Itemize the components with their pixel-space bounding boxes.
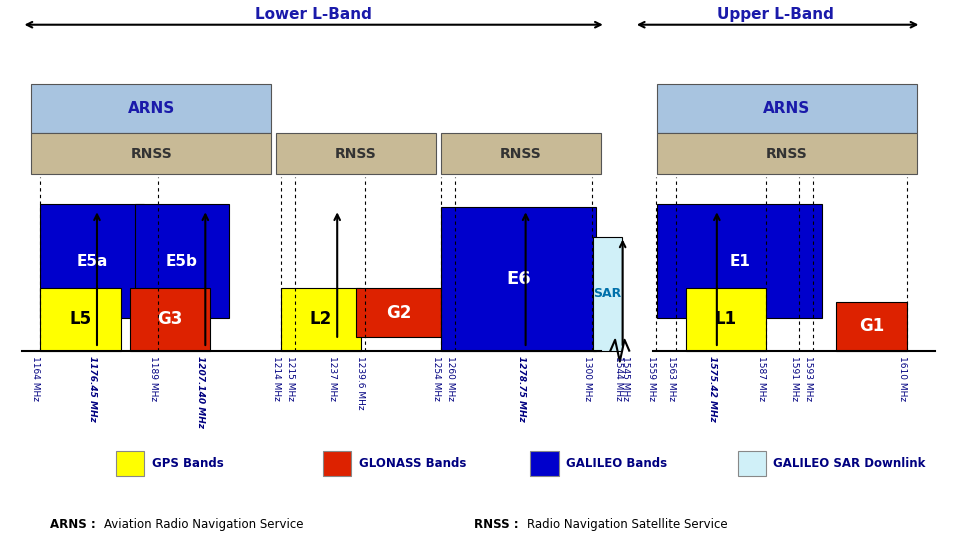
- Text: GALILEO Bands: GALILEO Bands: [566, 457, 667, 470]
- Text: 1260 MHz: 1260 MHz: [446, 356, 455, 401]
- Text: SAR: SAR: [594, 287, 622, 300]
- Text: 1176.45 MHz: 1176.45 MHz: [88, 356, 97, 422]
- FancyBboxPatch shape: [356, 288, 441, 337]
- Text: 1164 MHz: 1164 MHz: [32, 356, 40, 401]
- Text: Upper L-Band: Upper L-Band: [717, 7, 834, 22]
- Text: G3: G3: [157, 310, 182, 328]
- Text: G1: G1: [859, 317, 884, 335]
- Text: Aviation Radio Navigation Service: Aviation Radio Navigation Service: [103, 518, 303, 531]
- FancyBboxPatch shape: [323, 451, 351, 475]
- Text: E1: E1: [730, 254, 750, 268]
- Text: 1237 MHz: 1237 MHz: [328, 356, 337, 401]
- FancyBboxPatch shape: [837, 302, 907, 351]
- FancyBboxPatch shape: [657, 133, 917, 174]
- FancyBboxPatch shape: [657, 204, 822, 318]
- Text: ARNS: ARNS: [127, 102, 174, 116]
- Text: L2: L2: [309, 310, 332, 328]
- Text: 1239.6 MHz: 1239.6 MHz: [357, 356, 365, 410]
- Text: G2: G2: [386, 304, 411, 322]
- Text: ARNS: ARNS: [763, 102, 811, 116]
- Text: RNSS: RNSS: [335, 147, 377, 161]
- FancyBboxPatch shape: [40, 204, 144, 318]
- FancyBboxPatch shape: [737, 451, 765, 475]
- FancyBboxPatch shape: [31, 85, 271, 133]
- Text: 1215 MHz: 1215 MHz: [285, 356, 295, 401]
- Text: RNSS: RNSS: [766, 147, 808, 161]
- Text: 1591 MHz: 1591 MHz: [790, 356, 799, 401]
- FancyBboxPatch shape: [116, 451, 144, 475]
- Text: 1610 MHz: 1610 MHz: [898, 356, 907, 401]
- FancyBboxPatch shape: [441, 206, 597, 351]
- FancyBboxPatch shape: [594, 237, 622, 351]
- FancyBboxPatch shape: [276, 133, 436, 174]
- Text: 1214 MHz: 1214 MHz: [272, 356, 281, 401]
- Text: GLONASS Bands: GLONASS Bands: [359, 457, 467, 470]
- FancyBboxPatch shape: [441, 133, 601, 174]
- FancyBboxPatch shape: [281, 288, 361, 351]
- Text: 1254 MHz: 1254 MHz: [432, 356, 441, 401]
- Text: E5b: E5b: [166, 254, 198, 268]
- Text: 1575.42 MHz: 1575.42 MHz: [708, 356, 717, 422]
- Text: L1: L1: [714, 310, 736, 328]
- Text: E6: E6: [506, 270, 531, 288]
- Text: 1563 MHz: 1563 MHz: [667, 356, 677, 401]
- Text: RNSS: RNSS: [130, 147, 172, 161]
- FancyBboxPatch shape: [40, 288, 120, 351]
- FancyBboxPatch shape: [31, 133, 271, 174]
- FancyBboxPatch shape: [685, 288, 765, 351]
- Text: Lower L-Band: Lower L-Band: [255, 7, 372, 22]
- Text: Radio Navigation Satellite Service: Radio Navigation Satellite Service: [527, 518, 728, 531]
- Text: E5a: E5a: [76, 254, 108, 268]
- FancyBboxPatch shape: [530, 451, 558, 475]
- Text: RNSS: RNSS: [500, 147, 542, 161]
- Text: GPS Bands: GPS Bands: [151, 457, 224, 470]
- FancyBboxPatch shape: [135, 204, 228, 318]
- Text: 1593 MHz: 1593 MHz: [804, 356, 813, 401]
- Text: RNSS :: RNSS :: [473, 518, 519, 531]
- FancyBboxPatch shape: [130, 288, 210, 351]
- Text: 1207.140 MHz: 1207.140 MHz: [197, 356, 205, 428]
- Text: 1545 MHz: 1545 MHz: [621, 356, 630, 401]
- Text: GALILEO SAR Downlink: GALILEO SAR Downlink: [773, 457, 925, 470]
- Text: 1300 MHz: 1300 MHz: [582, 356, 592, 401]
- Text: L5: L5: [69, 310, 92, 328]
- Text: 1278.75 MHz: 1278.75 MHz: [517, 356, 525, 422]
- Text: ARNS :: ARNS :: [50, 518, 95, 531]
- Text: 1587 MHz: 1587 MHz: [757, 356, 765, 401]
- Text: 1544 MHz: 1544 MHz: [614, 356, 623, 401]
- FancyBboxPatch shape: [657, 85, 917, 133]
- Text: 1559 MHz: 1559 MHz: [647, 356, 656, 401]
- Text: 1189 MHz: 1189 MHz: [149, 356, 158, 401]
